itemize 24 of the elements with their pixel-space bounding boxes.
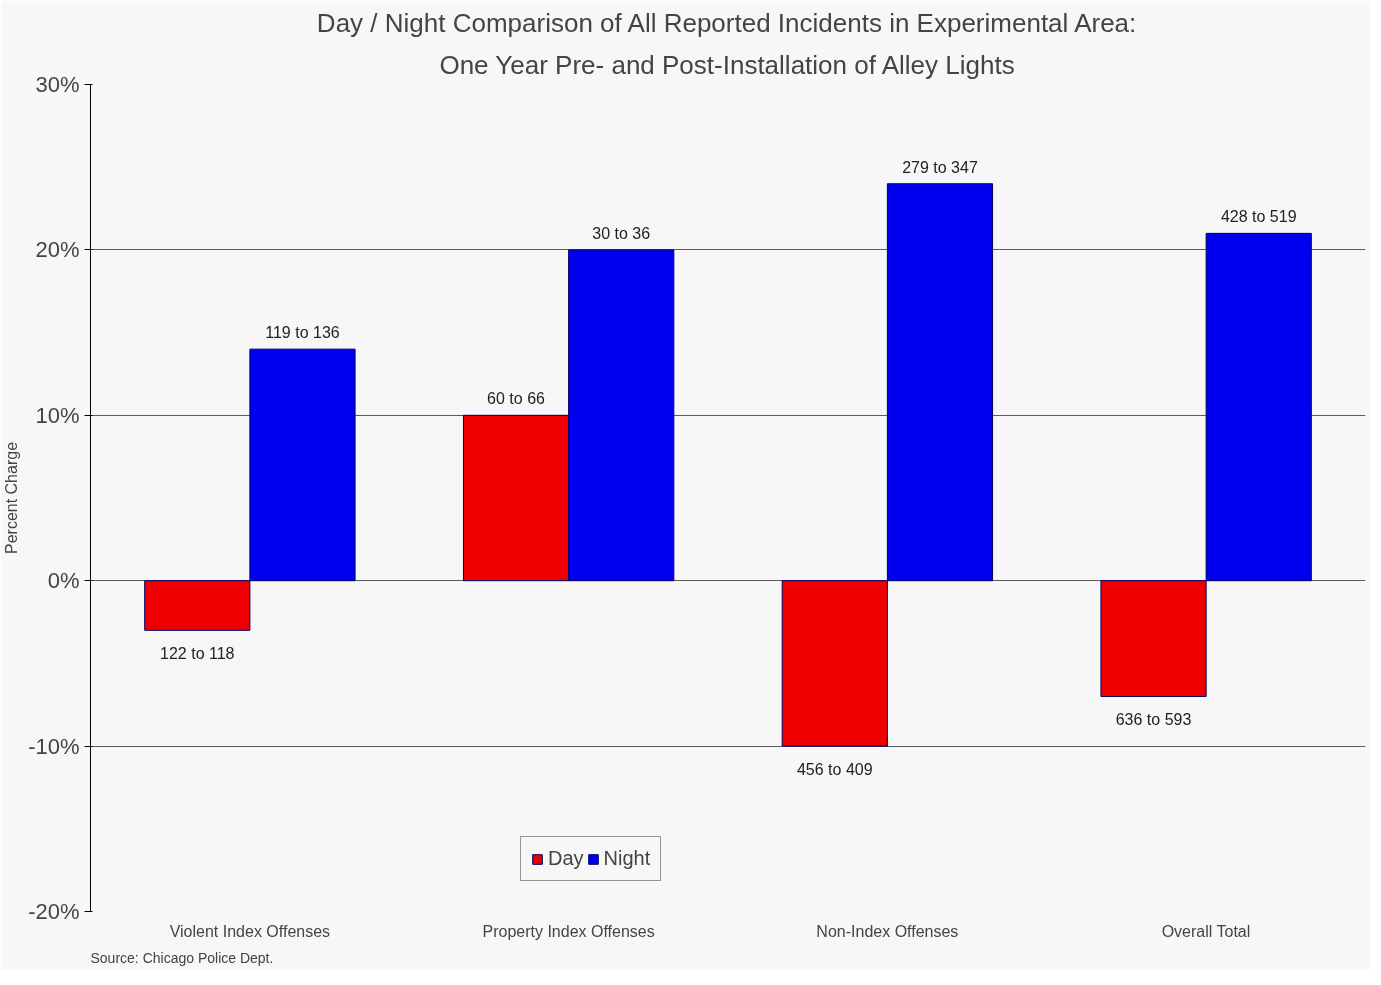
annotation: 60 to 66: [487, 390, 546, 408]
annotation: 456 to 409: [796, 760, 873, 778]
x-tick-label: Overall Total: [1161, 922, 1251, 940]
x-tick-label: Property Index Offenses: [482, 922, 655, 940]
chart-subtitle: One Year Pre- and Post-Installation of Alley Lights: [439, 49, 1015, 80]
x-tick-label: Non-Index Offenses: [816, 922, 959, 940]
x-tick-label: Violent Index Offenses: [169, 922, 331, 940]
y-tick-label: -10%: [28, 733, 80, 759]
annotation: 30 to 36: [592, 224, 651, 242]
y-tick-label: 20%: [35, 237, 80, 263]
y-tick-label: 10%: [35, 402, 80, 428]
y-axis-title: Percent Charge: [3, 441, 21, 555]
annotation: 636 to 593: [1115, 711, 1192, 729]
annotation: 428 to 519: [1220, 208, 1297, 226]
annotation: 119 to 136: [265, 324, 340, 342]
legend-label: Day: [548, 847, 584, 870]
annotation: 279 to 347: [902, 158, 978, 176]
annotation: 122 to 118: [160, 644, 235, 662]
legend-label: Night: [603, 847, 651, 870]
source-note: Source: Chicago Police Dept.: [90, 949, 274, 966]
y-tick-label: 0%: [47, 568, 80, 594]
y-tick-label: -20%: [28, 899, 80, 924]
chart-title: Day / Night Comparison of All Reported Incidents in Experimental Area:: [316, 7, 1137, 38]
y-tick-label: 30%: [35, 72, 80, 97]
